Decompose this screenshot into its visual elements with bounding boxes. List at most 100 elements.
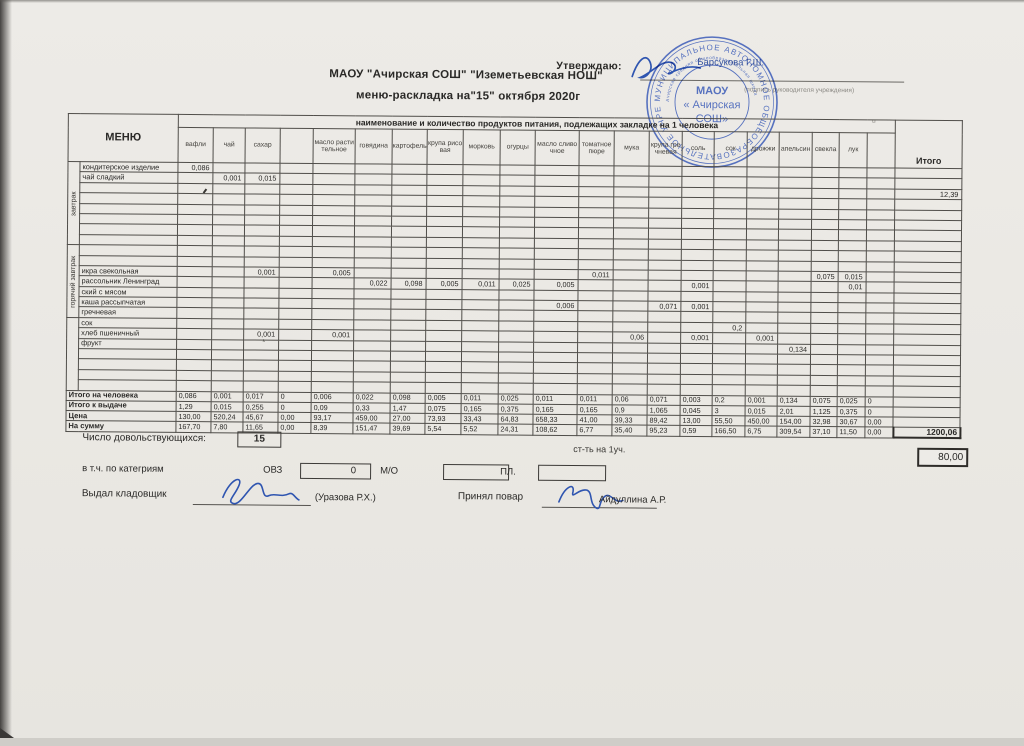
value-cell [213,183,245,194]
value-cell [212,308,244,319]
column-header: морковь [463,130,500,165]
value-cell [177,235,212,246]
value-cell [648,332,681,343]
value-cell [713,343,746,354]
value-cell [178,194,213,205]
value-cell [865,376,893,387]
totals-value-cell: 658,33 [533,414,577,425]
value-cell [462,341,499,352]
value-cell [778,333,811,344]
value-cell [176,360,211,371]
value-cell [245,194,280,205]
value-cell [354,320,391,331]
value-cell [865,355,893,366]
dish-cell: хлеб пшеничный [79,328,177,339]
value-cell [839,188,867,199]
value-cell [312,226,354,237]
value-cell [747,177,779,188]
dish-cell [80,182,178,193]
value-cell [212,267,244,278]
itogo-cell [893,376,960,387]
totals-value-cell: 1,065 [647,405,680,415]
totals-value-cell: 0,2 [712,395,745,405]
dish-cell [80,214,178,225]
value-cell [533,363,577,374]
value-cell [779,188,812,199]
value-cell [391,258,426,269]
column-header: огурцы [500,130,535,165]
totals-value-cell: 130,00 [176,411,211,421]
itogo-cell [893,397,960,408]
column-header: сахар [245,128,280,163]
value-cell [649,187,682,198]
value-cell [312,340,354,351]
value-cell [647,384,680,395]
totals-value-cell: 0 [865,396,893,406]
value-cell [312,236,354,247]
value-cell [579,176,614,187]
count-label: Число довольствующихся: [82,432,206,444]
value-cell [778,313,811,324]
totals-value-cell: 41,00 [577,415,612,425]
value-cell [462,258,499,269]
value-cell [354,257,391,268]
value-cell [577,373,612,384]
dish-cell: фрукт [79,338,177,349]
value-cell [212,339,244,350]
value-cell [747,219,779,230]
value-cell [355,174,392,185]
itogo-cell [894,334,961,345]
value-cell [177,256,212,267]
value-cell [212,287,244,298]
totals-value-cell: 95,23 [647,425,680,436]
totals-value-cell: 0,00 [865,427,893,438]
value-cell [312,288,354,299]
value-cell [779,219,812,230]
value-cell: 0,005 [312,267,354,278]
value-cell [426,268,462,279]
value-cell [866,344,894,355]
column-header: дрожжи [747,132,779,167]
dish-cell [78,369,176,380]
value-cell [649,218,682,229]
value-cell: 0,001 [312,330,354,341]
value-cell [355,205,392,216]
grand-total-cell: 1200,06 [893,427,960,438]
value-cell [212,329,244,340]
dish-cell: каша рассыпчатая [79,297,177,308]
section-label: горячий завтрак [67,245,80,318]
value-cell [463,206,500,217]
value-cell [354,309,391,320]
value-cell: 0,001 [244,267,279,278]
value-cell [745,354,777,365]
totals-value-cell: 0,025 [837,396,865,406]
value-cell: 0,001 [213,173,245,184]
value-cell [839,168,867,179]
value-cell [425,383,461,394]
value-cell [462,269,499,280]
value-cell [427,206,463,217]
value-cell [462,331,499,342]
value-cell [612,374,647,385]
value-cell [745,385,777,396]
value-cell [278,381,311,392]
value-cell [213,194,245,205]
value-cell [777,385,810,396]
totals-value-cell: 0,59 [680,426,712,437]
value-cell [280,205,313,216]
totals-value-cell: 166,50 [712,426,745,437]
value-cell [534,290,578,301]
value-cell: 0,015 [838,272,866,283]
value-cell [811,251,838,262]
value-cell [578,228,613,239]
value-cell [427,196,463,207]
value-cell [500,186,535,197]
value-cell [746,312,778,323]
value-cell [648,322,681,333]
column-header: томатное пюре [579,131,614,166]
value-cell [312,309,354,320]
scanner-edge-left [0,0,12,738]
value-cell [837,375,865,386]
value-cell [279,278,312,289]
